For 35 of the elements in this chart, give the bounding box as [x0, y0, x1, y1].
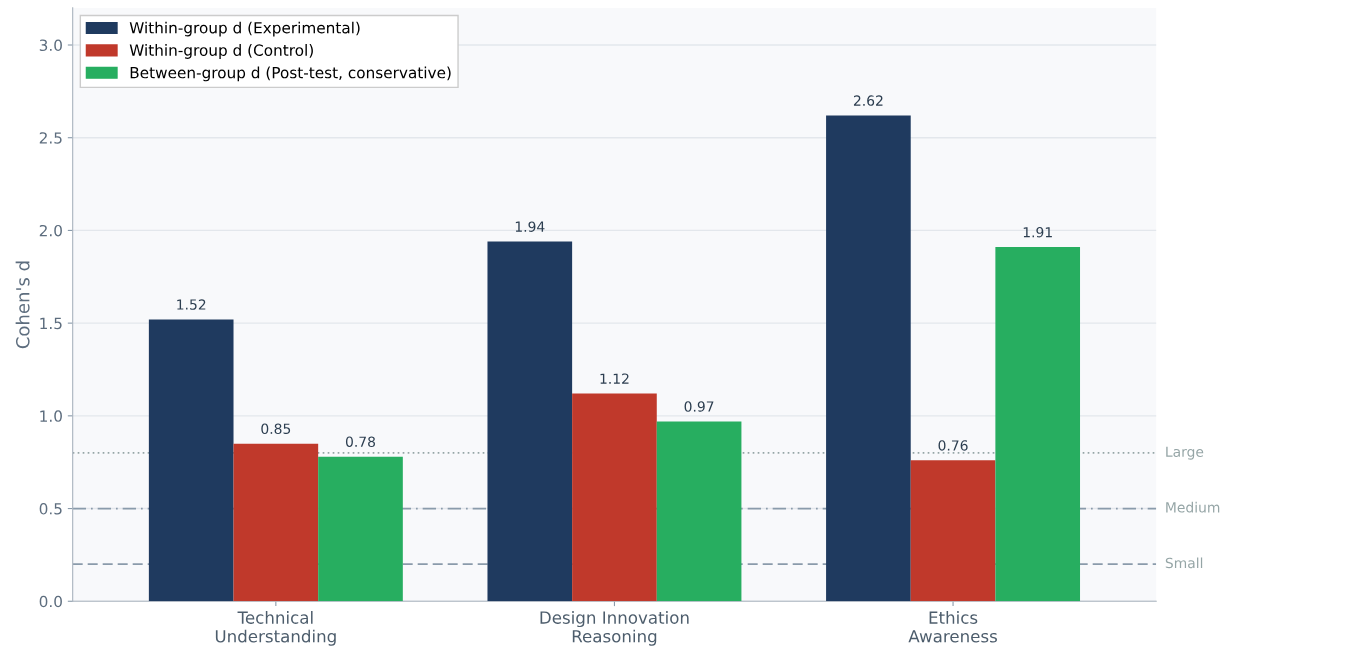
legend-label: Within-group d (Control) [129, 44, 313, 59]
y-tick-label: 0.5 [39, 503, 62, 515]
x-tick-label: Ethics Awareness [908, 610, 997, 643]
y-tick-label: 1.5 [40, 317, 62, 330]
bar [487, 241, 573, 602]
bar [826, 115, 911, 602]
ref-line-label: Small [1165, 557, 1203, 569]
data-label: 1.52 [177, 299, 206, 310]
ref-line-label: Large [1166, 446, 1204, 460]
legend-label: Between-group d (Post-test, conservative) [130, 66, 451, 82]
bar [148, 319, 234, 602]
y-tick-label: 2.5 [39, 132, 62, 144]
data-label: 2.62 [853, 95, 883, 106]
data-label: 0.97 [684, 401, 714, 412]
y-axis-title: Cohen's d [15, 261, 30, 349]
x-tick-label: Technical Understanding [215, 610, 336, 646]
ref-line-label: Medium [1166, 501, 1220, 513]
bar [572, 393, 657, 602]
data-label: 1.91 [1023, 226, 1052, 238]
y-tick-label: 1.0 [40, 410, 62, 422]
data-label: 0.78 [345, 436, 376, 447]
bar [995, 247, 1081, 602]
x-tick-label: Design Innovation Reasoning [540, 610, 689, 646]
bar [318, 456, 403, 602]
data-label: 0.76 [938, 440, 968, 451]
data-label: 0.85 [261, 423, 291, 435]
bar [233, 443, 319, 602]
bar [910, 460, 996, 602]
data-label: 1.12 [600, 373, 629, 384]
y-tick-label: 2.0 [39, 224, 62, 237]
data-label: 1.94 [515, 221, 545, 232]
legend-label: Within-group d (Experimental) [129, 21, 360, 37]
bar [656, 421, 742, 602]
y-tick-label: 0.0 [39, 595, 62, 608]
y-tick-label: 3.0 [39, 39, 62, 52]
